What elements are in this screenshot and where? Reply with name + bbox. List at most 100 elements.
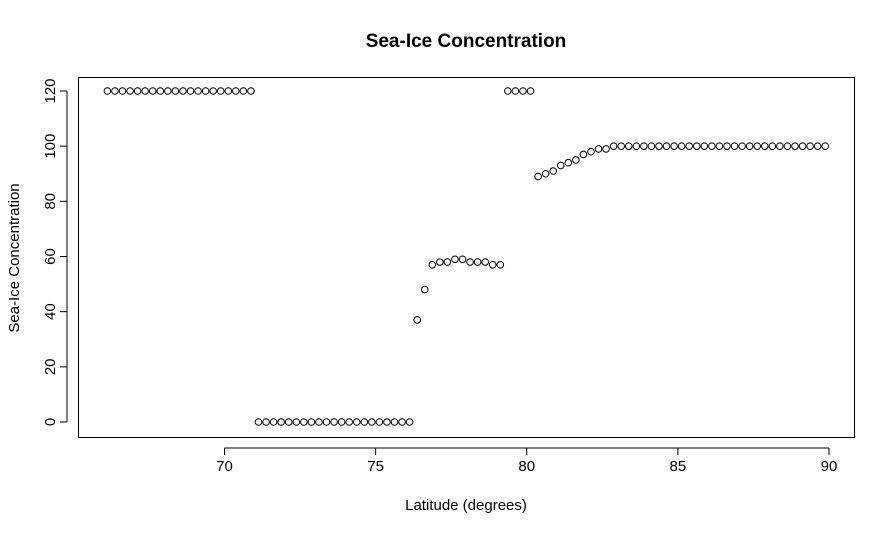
data-point [112, 88, 119, 95]
data-point [565, 159, 572, 166]
data-point [557, 162, 564, 169]
data-point [149, 88, 156, 95]
data-point [505, 88, 512, 95]
data-point [610, 143, 617, 150]
data-point [739, 143, 746, 150]
data-point [573, 157, 580, 164]
x-tick-label: 75 [367, 458, 384, 475]
data-point [240, 88, 247, 95]
data-point [527, 88, 534, 95]
x-axis: 70 75 80 85 90 [216, 448, 837, 475]
data-point [459, 256, 466, 263]
data-point [331, 419, 338, 426]
data-point [323, 419, 330, 426]
data-point [217, 88, 224, 95]
y-tick-label: 40 [42, 303, 59, 320]
data-point [376, 419, 383, 426]
data-point [754, 143, 761, 150]
data-point [701, 143, 708, 150]
plot-area [79, 78, 855, 438]
data-point [180, 88, 187, 95]
x-axis-label: Latitude (degrees) [405, 497, 527, 514]
data-point [293, 419, 300, 426]
y-tick-label: 120 [42, 78, 59, 103]
data-point [391, 419, 398, 426]
data-point [731, 143, 738, 150]
data-point [497, 261, 504, 268]
data-point [489, 261, 496, 268]
data-point [792, 143, 799, 150]
data-point [248, 88, 255, 95]
data-point [308, 419, 315, 426]
data-point [807, 143, 814, 150]
data-point [437, 259, 444, 266]
data-point [588, 148, 595, 155]
data-point [618, 143, 625, 150]
data-point [278, 419, 285, 426]
data-point [255, 419, 262, 426]
x-tick-label: 70 [216, 458, 233, 475]
data-point [784, 143, 791, 150]
data-point [520, 88, 527, 95]
data-point [686, 143, 693, 150]
data-point [338, 419, 345, 426]
data-point [769, 143, 776, 150]
data-point [580, 151, 587, 158]
data-point [285, 419, 292, 426]
data-point [233, 88, 240, 95]
data-point [104, 88, 111, 95]
data-point [353, 419, 360, 426]
data-point [595, 146, 602, 153]
data-point [406, 419, 413, 426]
data-point [346, 419, 353, 426]
data-point [512, 88, 519, 95]
data-point [822, 143, 829, 150]
data-point [641, 143, 648, 150]
data-point [746, 143, 753, 150]
data-point [202, 88, 209, 95]
y-axis-label: Sea-Ice Concentration [6, 183, 23, 332]
data-point [452, 256, 459, 263]
data-point [633, 143, 640, 150]
data-point [165, 88, 172, 95]
data-point [678, 143, 685, 150]
data-point [648, 143, 655, 150]
x-tick-label: 80 [518, 458, 535, 475]
data-point [467, 259, 474, 266]
data-point [384, 419, 391, 426]
data-point [142, 88, 149, 95]
data-point [625, 143, 632, 150]
data-point [210, 88, 217, 95]
y-tick-label: 100 [42, 134, 59, 159]
data-point [414, 317, 421, 324]
y-tick-label: 0 [42, 418, 59, 426]
data-points [104, 88, 828, 426]
data-point [263, 419, 270, 426]
data-point [603, 146, 610, 153]
data-point [482, 259, 489, 266]
data-point [474, 259, 481, 266]
data-point [535, 173, 542, 180]
data-point [671, 143, 678, 150]
y-tick-label: 60 [42, 248, 59, 265]
data-point [399, 419, 406, 426]
data-point [361, 419, 368, 426]
data-point [663, 143, 670, 150]
data-point [542, 170, 549, 177]
data-point [225, 88, 232, 95]
data-point [799, 143, 806, 150]
data-point [157, 88, 164, 95]
x-tick-label: 85 [670, 458, 687, 475]
data-point [777, 143, 784, 150]
data-point [814, 143, 821, 150]
data-point [724, 143, 731, 150]
data-point [134, 88, 141, 95]
data-point [187, 88, 194, 95]
data-point [444, 259, 451, 266]
data-point [316, 419, 323, 426]
data-point [429, 261, 436, 268]
data-point [550, 168, 557, 175]
data-point [195, 88, 202, 95]
data-point [693, 143, 700, 150]
